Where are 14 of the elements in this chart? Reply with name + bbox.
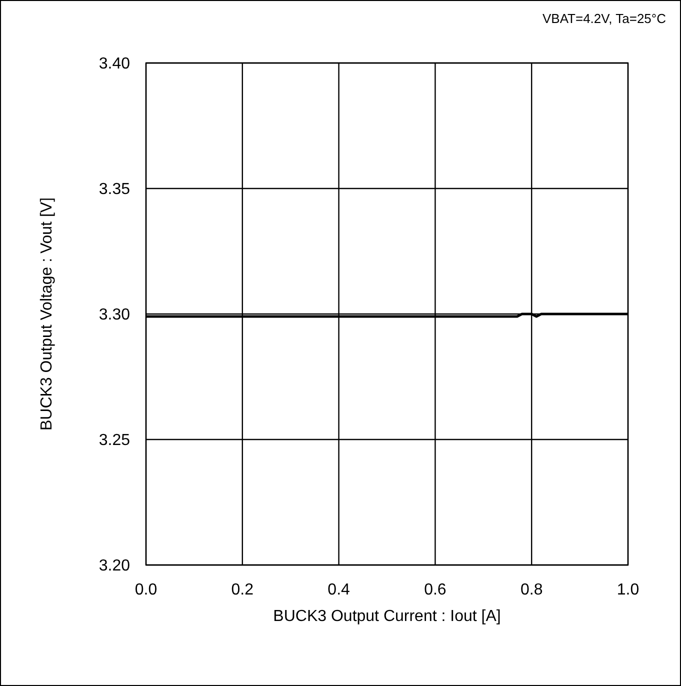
y-tick-label: 3.35 [98,181,130,198]
x-tick-label: 0.6 [424,581,446,598]
y-tick-label: 3.40 [98,56,130,73]
x-tick-label: 0.4 [328,581,350,598]
y-axis-title: BUCK3 Output Voltage : Vout [V] [38,197,56,431]
y-tick-label: 3.30 [98,306,130,324]
y-tick-label: 3.20 [98,558,130,575]
y-tick-label: 3.25 [98,432,130,450]
x-tick-label: 0.2 [231,581,254,598]
x-axis-title: BUCK3 Output Current : Iout [A] [273,608,501,625]
x-tick-label: 0.8 [520,581,543,598]
x-tick-label: 0.0 [134,581,158,598]
x-tick-label: 1.0 [616,581,640,598]
text: VBAT=4.2V, Ta=25°C [542,11,666,26]
